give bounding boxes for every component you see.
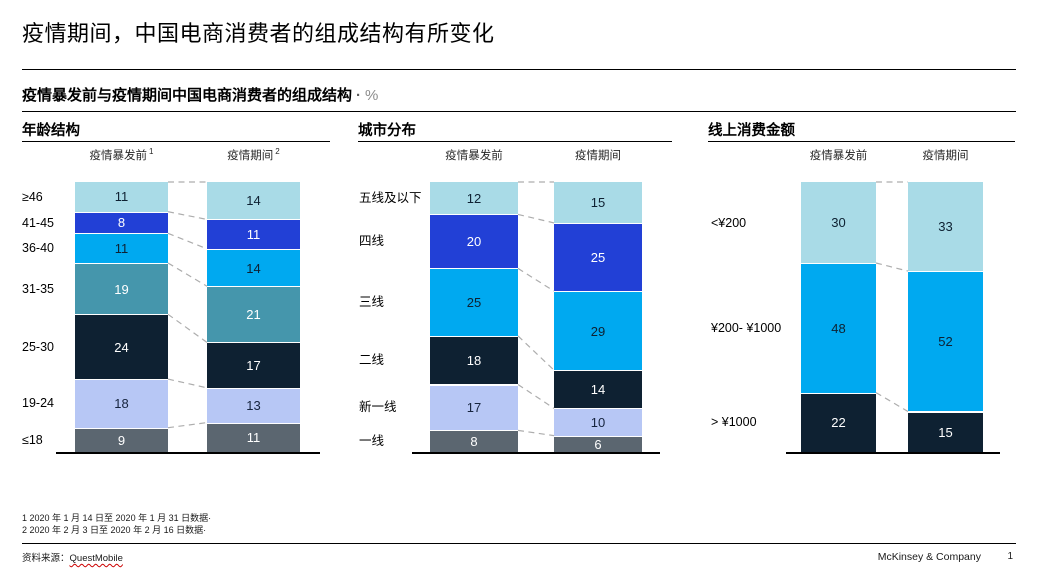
footnote-2: 2 2020 年 2 月 3 日至 2020 年 2 月 16 日数据·: [22, 525, 207, 535]
category-label: ≤18: [22, 432, 43, 447]
bar-segment: 48: [801, 263, 876, 393]
chart-subtitle: 疫情暴发前与疫情期间中国电商消费者的组成结构 ·%: [22, 84, 378, 105]
axis-line: [56, 452, 320, 454]
chart-section-title-1: 城市分布: [358, 123, 416, 139]
connector-line: [517, 429, 555, 437]
bar-segment: 20: [430, 214, 518, 269]
category-label: 一线: [359, 434, 385, 449]
bar-segment: 22: [801, 392, 876, 452]
category-label: 19-24: [22, 396, 54, 411]
column-header: 疫情期间: [575, 150, 621, 162]
page-number: 1: [1007, 551, 1013, 562]
category-label: ≥46: [22, 189, 43, 204]
bar-segment: 24: [75, 314, 168, 380]
bar-segment: 14: [207, 248, 300, 287]
connector-line: [517, 383, 555, 409]
bar-segment: 11: [75, 182, 168, 212]
category-label: 新一线: [359, 400, 397, 415]
column-header: 疫情暴发前: [445, 150, 503, 162]
bar-segment: 17: [207, 342, 300, 388]
bar-segment: 15: [554, 182, 642, 223]
bar-segment: 52: [908, 271, 983, 412]
chart-section-title-0: 年龄结构: [22, 123, 80, 139]
bar-segment: 11: [207, 219, 300, 249]
bar-segment: 25: [554, 222, 642, 292]
footnote-ref: 2: [275, 147, 280, 157]
bar-segment: 14: [207, 182, 300, 220]
bar-segment: 11: [75, 233, 168, 263]
category-label: ¥200- ¥1000: [711, 320, 782, 335]
bar-segment: 30: [801, 182, 876, 263]
footnote-1: 1 2020 年 1 月 14 日至 2020 年 1 月 31 日数据·: [22, 513, 212, 523]
category-label: 三线: [359, 295, 385, 310]
bar-segment: 12: [430, 182, 518, 215]
chart-subtitle-text: 疫情暴发前与疫情期间中国电商消费者的组成结构: [22, 87, 353, 104]
bar-segment: 11: [207, 422, 300, 452]
connector-line: [167, 313, 208, 343]
column-header: 疫情暴发前 1: [89, 147, 154, 162]
category-label: 五线及以下: [359, 191, 422, 206]
connector-line: [167, 378, 208, 389]
bar-segment: 21: [207, 286, 300, 343]
connector-line: [167, 421, 208, 429]
subtitle-separator: ·: [356, 87, 362, 104]
column-header: 疫情期间: [922, 150, 969, 162]
column-header: 疫情暴发前: [809, 150, 868, 162]
category-label: > ¥1000: [711, 415, 757, 430]
column-header: 疫情期间 2: [227, 147, 280, 162]
chart-section-underline-0: [22, 141, 330, 142]
bar-segment: 6: [554, 435, 642, 452]
bar-segment: 8: [75, 211, 168, 234]
footnote-ref: 1: [149, 147, 154, 157]
category-label: 41-45: [22, 215, 54, 230]
connector-line: [517, 267, 555, 292]
chart-section-title-2: 线上消费金额: [708, 123, 795, 139]
subtitle-divider: [22, 111, 1016, 112]
bar-segment: 10: [554, 408, 642, 436]
footnotes: 1 2020 年 1 月 14 日至 2020 年 1 月 31 日数据· 2 …: [22, 512, 211, 536]
bar-segment: 14: [554, 370, 642, 409]
bar-segment: 19: [75, 263, 168, 315]
footer-divider: [22, 543, 1016, 544]
connector-line: [167, 211, 208, 221]
connector-line: [167, 262, 208, 287]
category-label: 二线: [359, 353, 385, 368]
bar-segment: 18: [75, 379, 168, 428]
connector-line: [517, 335, 555, 371]
bar-segment: 29: [554, 291, 642, 371]
subtitle-unit: %: [365, 87, 379, 104]
source-value: QuestMobile: [69, 553, 123, 564]
connector-line: [875, 262, 909, 272]
chart-section-underline-1: [358, 141, 672, 142]
source-line: 资料来源：QuestMobile: [22, 550, 123, 564]
axis-line: [786, 452, 1000, 454]
category-label: 25-30: [22, 339, 54, 354]
source-label: 资料来源：: [22, 553, 70, 564]
category-label: 四线: [359, 234, 385, 249]
bar-segment: 13: [207, 387, 300, 423]
bar-segment: 18: [430, 335, 518, 385]
axis-line: [412, 452, 660, 454]
bar-segment: 9: [75, 427, 168, 452]
category-label: <¥200: [711, 215, 747, 230]
category-label: 31-35: [22, 281, 54, 296]
page-title: 疫情期间，中国电商消费者的组成结构有所变化: [22, 22, 495, 47]
connector-line: [167, 232, 208, 250]
bar-segment: 17: [430, 384, 518, 431]
bar-segment: 25: [430, 268, 518, 336]
connector-line: [517, 213, 555, 224]
connector-line: [875, 392, 909, 413]
chart-section-underline-2: [708, 141, 1015, 142]
bar-segment: 15: [908, 411, 983, 452]
bar-segment: 8: [430, 430, 518, 452]
brand: McKinsey & Company: [877, 551, 981, 563]
category-label: 36-40: [22, 241, 54, 256]
bar-segment: 33: [908, 182, 983, 272]
title-divider: [22, 69, 1016, 71]
